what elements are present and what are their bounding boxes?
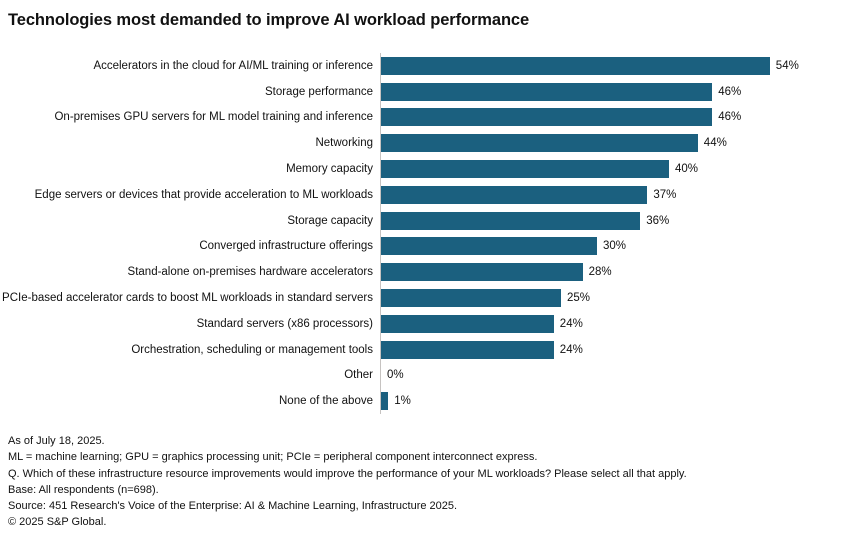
- value-label: 54%: [775, 59, 799, 72]
- bar-row: Storage capacity 36%: [0, 207, 845, 234]
- bar-track: 28%: [380, 259, 845, 286]
- footnote-line: Q. Which of these infrastructure resourc…: [8, 467, 687, 480]
- footnote-line: As of July 18, 2025.: [8, 435, 105, 448]
- bar: [381, 82, 713, 101]
- value-label: 36%: [646, 214, 670, 227]
- category-label: Converged infrastructure offerings: [199, 240, 373, 253]
- category-label: Memory capacity: [286, 163, 373, 176]
- bar-track: 46%: [380, 104, 845, 131]
- bar-track: 54%: [380, 53, 845, 79]
- category-label: On-premises GPU servers for ML model tra…: [54, 111, 373, 124]
- category-label: Stand-alone on-premises hardware acceler…: [127, 266, 373, 279]
- bar-row: Storage performance 46%: [0, 78, 845, 105]
- bar: [381, 392, 389, 411]
- bar-track: 24%: [380, 336, 845, 363]
- value-label: 44%: [703, 137, 727, 150]
- category-label: None of the above: [279, 395, 373, 408]
- bar-row: None of the above 1%: [0, 388, 845, 415]
- category-label: PCIe-based accelerator cards to boost ML…: [2, 292, 373, 305]
- category-label: Networking: [315, 137, 373, 150]
- chart-page: Technologies most demanded to improve AI…: [0, 10, 845, 534]
- category-label: Storage performance: [264, 85, 373, 98]
- bar: [381, 108, 713, 127]
- bar: [381, 56, 770, 75]
- footnote-line: Source: 451 Research's Voice of the Ente…: [8, 499, 458, 512]
- bar-track: 1%: [380, 388, 845, 415]
- bar-row: PCIe-based accelerator cards to boost ML…: [0, 285, 845, 311]
- value-label: 1%: [394, 395, 411, 408]
- value-label: 30%: [603, 240, 627, 253]
- bar: [381, 185, 648, 204]
- bar: [381, 263, 583, 282]
- footnote-line: Base: All respondents (n=698).: [8, 483, 159, 496]
- value-label: 24%: [559, 317, 583, 330]
- value-label: 28%: [588, 266, 612, 279]
- bar-row: Stand-alone on-premises hardware acceler…: [0, 259, 845, 286]
- value-label: 46%: [718, 111, 742, 124]
- category-label: Orchestration, scheduling or management …: [131, 343, 373, 356]
- bar-track: 46%: [380, 78, 845, 105]
- bar: [381, 340, 554, 359]
- bar-row: Orchestration, scheduling or management …: [0, 336, 845, 363]
- bar: [381, 237, 597, 256]
- category-label: Edge servers or devices that provide acc…: [34, 188, 373, 201]
- bar: [381, 134, 698, 153]
- bar-row: Memory capacity 40%: [0, 156, 845, 182]
- footnote-line: © 2025 S&P Global.: [8, 516, 107, 529]
- value-label: 25%: [567, 292, 591, 305]
- bar-row: Networking 44%: [0, 130, 845, 157]
- bar-row: Standard servers (x86 processors) 24%: [0, 310, 845, 337]
- footnote-line: ML = machine learning; GPU = graphics pr…: [8, 451, 538, 464]
- bar-track: 0%: [380, 362, 845, 389]
- value-label: 0%: [387, 369, 404, 382]
- bar-track: 36%: [380, 207, 845, 234]
- bar-track: 24%: [380, 310, 845, 337]
- footnotes: As of July 18, 2025. ML = machine learnin…: [8, 433, 845, 530]
- bar-track: 44%: [380, 130, 845, 157]
- bar: [381, 160, 669, 179]
- category-label: Storage capacity: [287, 214, 373, 227]
- bar-row: Edge servers or devices that provide acc…: [0, 181, 845, 208]
- bar-track: 37%: [380, 181, 845, 208]
- bar-row: Accelerators in the cloud for AI/ML trai…: [0, 53, 845, 79]
- value-label: 46%: [718, 85, 742, 98]
- bar-track: 30%: [380, 233, 845, 260]
- category-label: Standard servers (x86 processors): [196, 317, 373, 330]
- bar-row: Converged infrastructure offerings 30%: [0, 233, 845, 260]
- category-label: Accelerators in the cloud for AI/ML trai…: [93, 59, 373, 72]
- bar-row: Other 0%: [0, 362, 845, 389]
- bar: [381, 289, 561, 308]
- bar-row: On-premises GPU servers for ML model tra…: [0, 104, 845, 131]
- chart-title: Technologies most demanded to improve AI…: [8, 11, 530, 29]
- bar: [381, 211, 641, 230]
- bar-track: 40%: [380, 156, 845, 182]
- category-label: Other: [344, 369, 373, 382]
- value-label: 37%: [653, 188, 677, 201]
- value-label: 24%: [559, 343, 583, 356]
- bar-track: 25%: [380, 285, 845, 311]
- value-label: 40%: [675, 163, 699, 176]
- bar-chart: Accelerators in the cloud for AI/ML trai…: [0, 53, 845, 415]
- bar: [381, 314, 554, 333]
